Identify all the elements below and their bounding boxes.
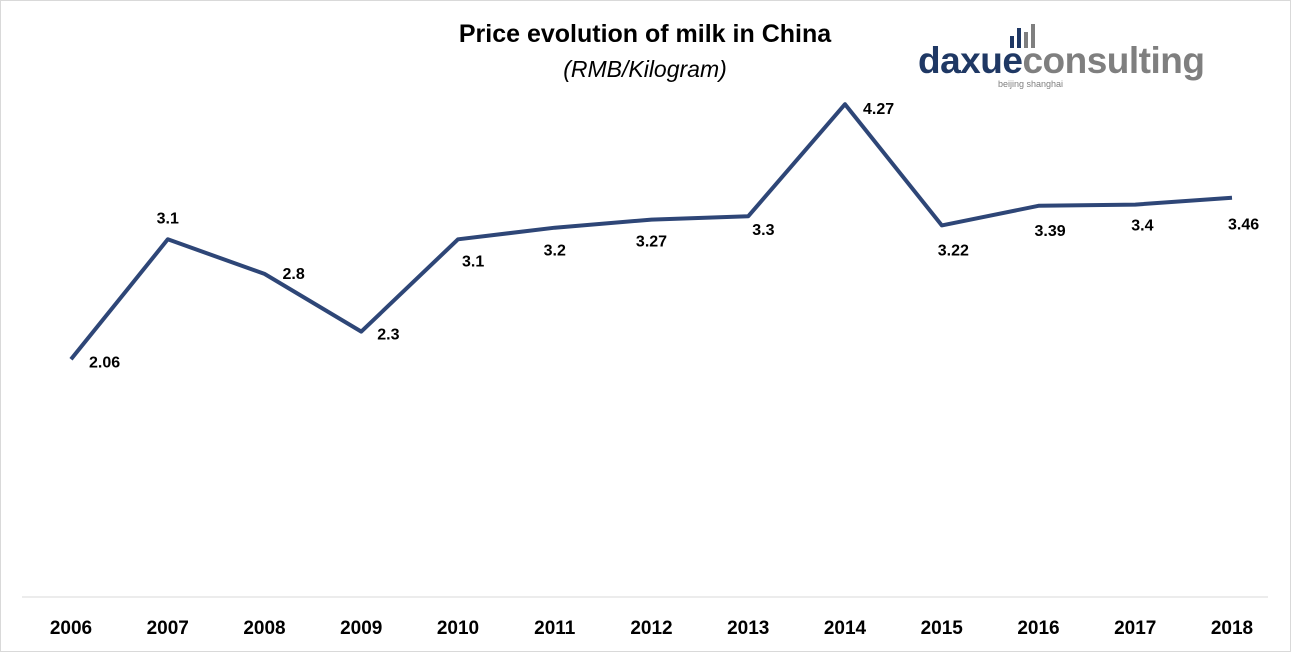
data-label: 3.3	[752, 222, 774, 239]
x-tick-label: 2013	[727, 618, 769, 639]
chart-subtitle: (RMB/Kilogram)	[563, 56, 727, 82]
data-label: 3.2	[544, 243, 566, 260]
data-label: 2.06	[89, 354, 120, 371]
x-tick-label: 2015	[921, 618, 964, 639]
x-tick-label: 2012	[630, 618, 672, 639]
chart-title: Price evolution of milk in China	[458, 20, 832, 48]
data-label: 3.46	[1228, 217, 1259, 234]
x-tick-label: 2017	[1114, 618, 1156, 639]
data-label: 3.4	[1131, 218, 1153, 235]
x-tick-label: 2006	[50, 618, 92, 639]
logo-bars-icon	[1010, 24, 1035, 48]
data-label: 3.39	[1035, 223, 1066, 240]
logo-wordmark: daxueconsulting	[918, 40, 1205, 81]
data-label: 4.27	[863, 101, 894, 118]
data-label: 3.22	[938, 242, 969, 259]
x-tick-label: 2008	[243, 618, 285, 639]
logo-wordmark-secondary: consulting	[1022, 40, 1205, 81]
x-tick-label: 2014	[824, 618, 867, 639]
x-tick-label: 2016	[1017, 618, 1059, 639]
data-labels: 2.06 3.1 2.8 2.3 3.1 3.2 3.27 3.3 4.27 3.22 3.39 3.…	[89, 101, 1259, 371]
data-label: 2.8	[283, 266, 305, 283]
x-tick-label: 2010	[437, 618, 479, 639]
data-label: 3.1	[157, 210, 179, 227]
data-label: 3.1	[462, 253, 484, 270]
x-tick-label: 2009	[340, 618, 382, 639]
logo-wordmark-primary: daxue	[918, 40, 1023, 81]
x-tick-label: 2011	[534, 618, 576, 639]
x-tick-label: 2007	[147, 618, 189, 639]
x-axis-ticks: 2006 2007 2008 2009 2010 2011 2012 2013 2014 2015…	[50, 618, 1253, 639]
data-label: 3.27	[636, 234, 667, 251]
data-label: 2.3	[377, 327, 399, 344]
daxue-consulting-logo: daxueconsulting beijing shanghai	[918, 22, 1208, 92]
x-tick-label: 2018	[1211, 618, 1253, 639]
logo-tagline: beijing shanghai	[998, 79, 1064, 89]
series-line	[69, 102, 1233, 361]
